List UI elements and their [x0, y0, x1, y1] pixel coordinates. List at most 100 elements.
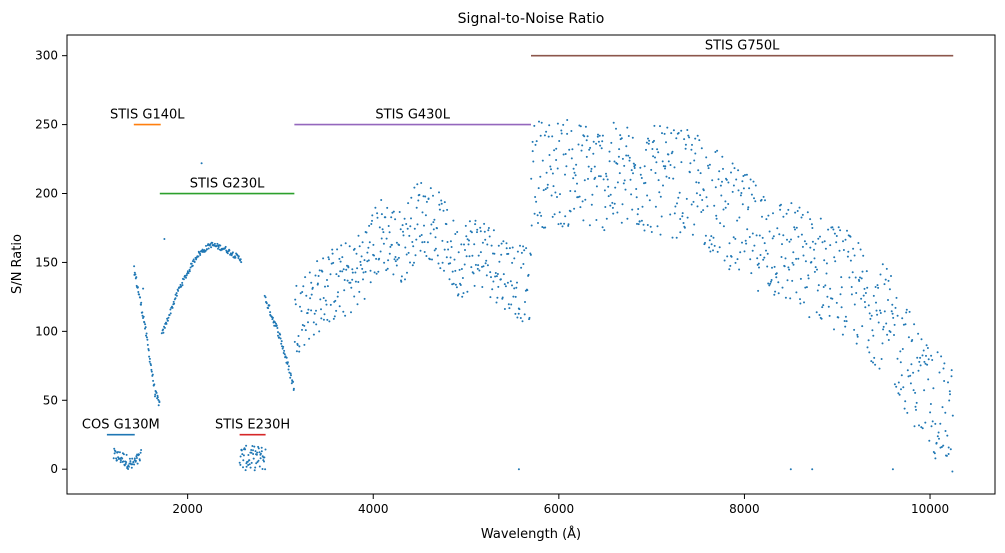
data-point [737, 189, 740, 192]
data-point [247, 454, 250, 456]
data-point [562, 123, 565, 126]
y-tick-label: 200 [35, 187, 58, 201]
data-point [370, 223, 373, 225]
data-point [486, 264, 489, 267]
data-point [780, 256, 783, 258]
data-point [479, 226, 482, 229]
data-point [731, 162, 734, 165]
data-point [146, 343, 149, 346]
data-point [465, 255, 468, 258]
data-point [620, 221, 623, 224]
data-point [943, 380, 946, 382]
data-point [242, 466, 244, 469]
data-point [806, 211, 809, 214]
data-point [729, 264, 732, 267]
data-point [927, 358, 930, 361]
data-point [855, 342, 858, 345]
data-point [925, 344, 928, 347]
data-point [897, 381, 900, 384]
data-point [257, 447, 260, 450]
data-point [656, 148, 659, 151]
data-point [713, 244, 716, 247]
data-point [840, 286, 843, 289]
data-point [334, 299, 337, 302]
data-point [208, 244, 211, 247]
data-point [664, 167, 666, 170]
data-point [337, 275, 340, 278]
data-point [369, 269, 372, 272]
data-point [145, 336, 148, 339]
data-point [817, 237, 820, 240]
data-point [378, 226, 381, 229]
data-point [726, 255, 729, 258]
data-point [396, 258, 399, 261]
data-point [923, 360, 926, 363]
data-point [464, 224, 467, 227]
data-point [122, 460, 125, 463]
data-point [144, 327, 146, 330]
data-point [289, 372, 292, 375]
data-point [142, 315, 145, 318]
data-point [668, 177, 671, 179]
data-point [686, 216, 689, 219]
data-point [595, 142, 598, 145]
data-point [328, 320, 331, 323]
data-point [747, 206, 750, 209]
data-point [339, 260, 342, 263]
data-point [255, 453, 258, 456]
data-point [611, 206, 614, 209]
data-point [576, 182, 578, 185]
data-point [861, 325, 864, 328]
data-point [604, 206, 607, 208]
data-point [523, 249, 526, 252]
data-point [636, 222, 638, 225]
data-point [691, 143, 693, 146]
data-point [152, 379, 155, 382]
data-point [833, 328, 835, 331]
data-point [537, 222, 539, 224]
data-point [693, 223, 696, 226]
x-tick-label: 4000 [358, 502, 389, 516]
data-point [146, 338, 149, 341]
data-point [413, 261, 415, 264]
data-point [912, 389, 915, 392]
data-point [599, 144, 602, 147]
data-point [825, 262, 828, 265]
data-point [811, 227, 814, 229]
data-point [336, 248, 339, 251]
data-point [287, 365, 290, 368]
data-point [282, 345, 285, 348]
data-point [271, 316, 274, 319]
data-point [162, 328, 165, 331]
data-point [181, 281, 184, 284]
data-point [474, 223, 477, 226]
data-point [606, 178, 609, 181]
data-point [551, 135, 554, 138]
data-point [861, 270, 864, 273]
data-point [716, 149, 719, 152]
data-point [409, 261, 411, 264]
data-point [603, 189, 606, 192]
data-point [762, 258, 765, 261]
data-point [587, 177, 589, 180]
data-point [599, 175, 602, 178]
data-point [144, 323, 147, 326]
data-point [753, 244, 756, 247]
data-point [342, 268, 345, 271]
data-point [934, 457, 937, 460]
data-point [800, 216, 803, 219]
data-point [328, 258, 330, 261]
data-point [451, 270, 454, 273]
data-point [907, 336, 910, 339]
data-point [313, 312, 316, 315]
y-tick-label: 100 [35, 324, 58, 338]
data-point [516, 316, 519, 319]
data-point [627, 154, 630, 157]
data-point [918, 424, 920, 427]
data-point [322, 318, 325, 321]
data-point [117, 451, 119, 453]
data-point [431, 258, 433, 261]
data-point [658, 191, 661, 194]
data-point [833, 256, 836, 259]
data-point [463, 243, 465, 246]
